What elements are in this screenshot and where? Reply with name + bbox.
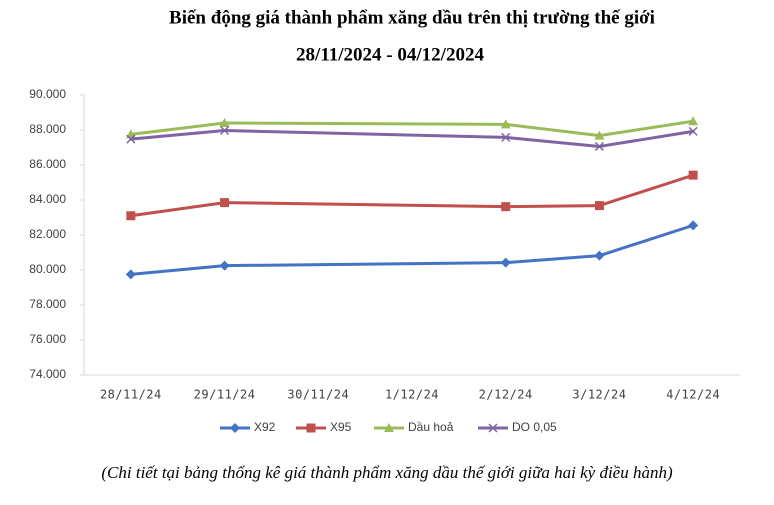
line-segment [223, 201, 508, 209]
legend-marker [306, 423, 316, 433]
y-tick-label: 90.000 [29, 87, 66, 101]
point [220, 198, 230, 208]
point [126, 211, 136, 221]
y-tick-label: 74.000 [29, 367, 66, 381]
line-segment [129, 201, 227, 218]
line-segment [504, 254, 601, 265]
point [594, 130, 605, 140]
point [594, 250, 605, 261]
point [126, 134, 136, 144]
line-segment [129, 264, 227, 276]
point [500, 257, 511, 268]
y-tick-label: 78.000 [29, 297, 66, 311]
x-tick-label: 3/12/24 [572, 388, 626, 402]
y-tick-label: 88.000 [29, 122, 66, 136]
legend-label: DO 0,05 [512, 420, 557, 434]
y-tick-label: 80.000 [29, 262, 66, 276]
x-tick-label: 4/12/24 [666, 388, 720, 402]
point [501, 132, 511, 142]
line-segment [597, 223, 695, 258]
line-segment [223, 121, 508, 126]
line-segment [129, 129, 227, 141]
line-segment [504, 135, 601, 148]
point [594, 201, 604, 211]
point [688, 126, 698, 136]
line-segment [223, 261, 508, 268]
y-tick-label: 76.000 [29, 332, 66, 346]
line-segment [129, 121, 227, 136]
y-tick-label: 84.000 [29, 192, 66, 206]
x-tick-label: 2/12/24 [479, 388, 533, 402]
chart-title: Biến động giá thành phẩm xăng dầu trên t… [169, 7, 655, 28]
line-segment [504, 122, 601, 138]
line-segment [597, 173, 695, 208]
y-tick-label: 86.000 [29, 157, 66, 171]
chart-subtitle: 28/11/2024 - 04/12/2024 [296, 44, 484, 65]
legend-marker [384, 423, 394, 432]
legend-marker [230, 423, 240, 433]
point [688, 116, 699, 126]
x-tick-label: 28/11/24 [100, 388, 162, 402]
point [501, 202, 511, 212]
point [688, 220, 699, 231]
line-segment [223, 129, 508, 139]
point [688, 170, 698, 180]
line-segment [597, 129, 695, 148]
legend-label: Dầu hoả [408, 420, 454, 434]
point [125, 269, 136, 280]
line-segment [504, 204, 601, 209]
legend-label: X92 [254, 420, 276, 434]
point [219, 118, 230, 127]
point [219, 260, 230, 271]
point [220, 125, 230, 136]
point [500, 119, 511, 129]
x-tick-label: 30/11/24 [287, 388, 349, 402]
point [594, 141, 604, 151]
legend-label: X95 [330, 420, 352, 434]
x-tick-label: 29/11/24 [194, 388, 256, 402]
y-tick-label: 82.000 [29, 227, 66, 241]
caption: (Chi tiết tại bảng thống kê giá thành ph… [101, 463, 673, 482]
line-segment [597, 119, 695, 138]
legend-marker [488, 423, 498, 433]
x-tick-label: 1/12/24 [385, 388, 439, 402]
